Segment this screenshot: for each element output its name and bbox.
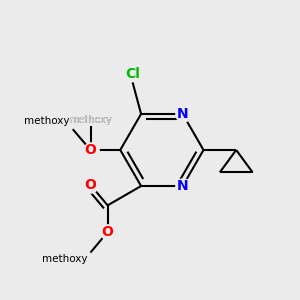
Text: N: N: [177, 179, 188, 193]
Text: methoxy: methoxy: [69, 115, 112, 125]
Text: methoxy: methoxy: [24, 116, 70, 126]
Text: O: O: [85, 143, 97, 157]
Text: Cl: Cl: [125, 67, 140, 81]
Text: O: O: [85, 178, 96, 192]
Text: methoxy: methoxy: [69, 115, 112, 125]
Text: O: O: [102, 225, 114, 239]
Text: N: N: [177, 107, 188, 121]
Text: methoxy: methoxy: [42, 254, 88, 264]
